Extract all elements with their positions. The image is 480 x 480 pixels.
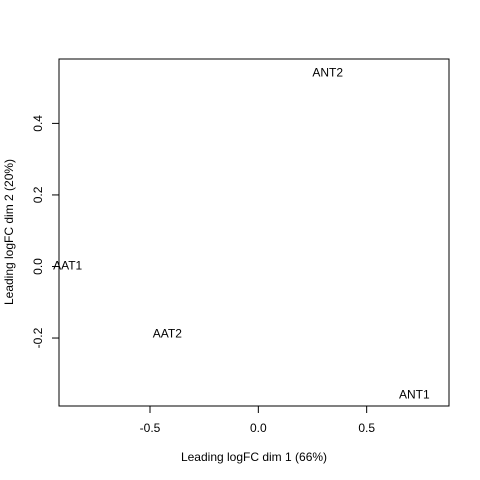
plot-frame [58,58,450,407]
y-tick-label: 0.4 [31,115,45,132]
point-label-ant2: ANT2 [312,65,343,79]
y-tick-label: -0.2 [31,327,45,348]
y-tick-label: 0.2 [31,186,45,203]
point-label-aat1: AAT1 [53,259,82,273]
y-tick-label: 0.0 [31,258,45,275]
point-label-aat2: AAT2 [153,327,182,341]
x-tick-label: 0.0 [250,421,267,435]
x-axis: -0.5 0.0 0.5 [140,405,375,435]
x-tick-label: 0.5 [358,421,375,435]
y-axis-title: Leading logFC dim 2 (20%) [2,159,16,305]
point-labels: ANT2 AAT1 AAT2 ANT1 [53,65,430,401]
x-tick-label: -0.5 [140,421,161,435]
y-axis: -0.2 0.0 0.2 0.4 [31,115,60,348]
x-axis-title: Leading logFC dim 1 (66%) [181,450,327,464]
point-label-ant1: ANT1 [399,387,430,401]
